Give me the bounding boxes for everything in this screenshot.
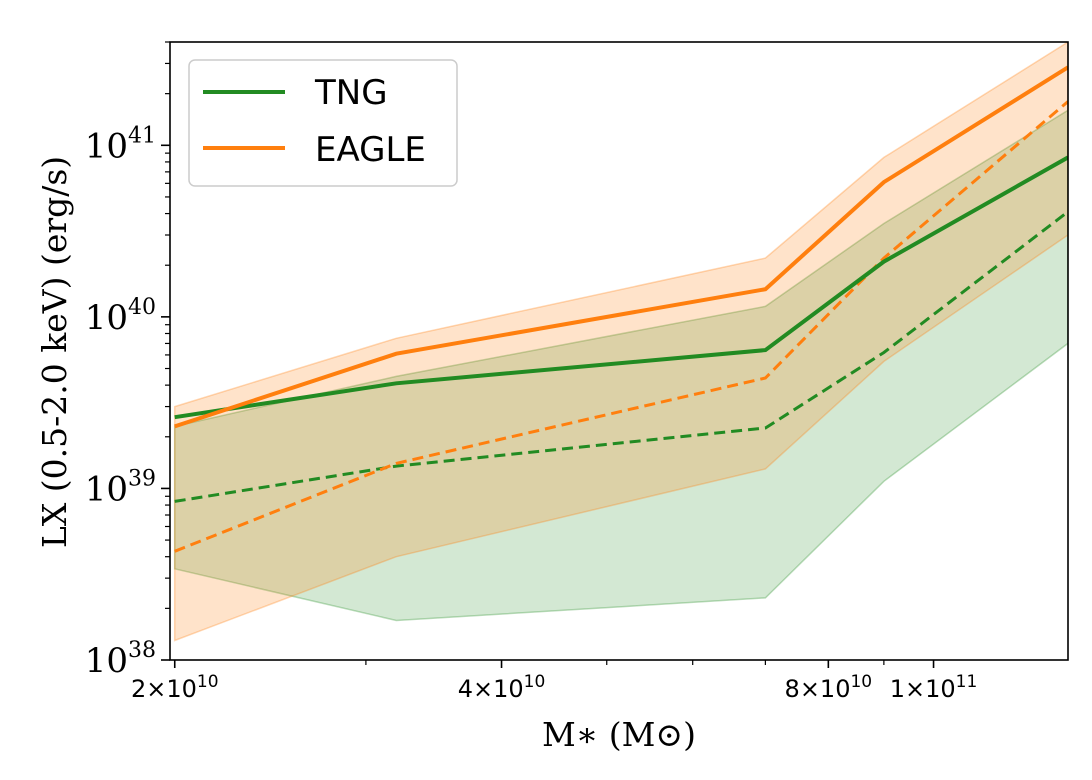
x-axis-label: M∗ (M⊙) [542, 715, 696, 754]
legend-label-eagle: EAGLE [315, 130, 426, 170]
y-tick-label: 1038 [85, 638, 156, 681]
solid-line-tng [174, 155, 1068, 420]
x-tick-label: 4×1010 [458, 672, 546, 703]
y-tick-label: 1039 [85, 466, 156, 509]
x-tick-label: 1×1011 [890, 672, 978, 703]
x-tick-label: 2×1010 [131, 672, 219, 703]
uncertainty-bands [173, 42, 1068, 642]
dashed-line-eagle [174, 100, 1068, 553]
legend-label-tng: TNG [314, 73, 388, 113]
band-tng [173, 109, 1068, 622]
solid-line-eagle [174, 65, 1068, 429]
plot-frame [169, 41, 1069, 661]
series-lines [174, 65, 1068, 553]
y-tick-label: 1041 [85, 123, 156, 166]
y-axis-label: LX (0.5-2.0 keV) (erg/s) [35, 156, 74, 548]
y-axis-ticks: 1038 1039 1040 1041 [85, 41, 170, 681]
band-eagle [173, 42, 1068, 642]
x-tick-label: 8×1010 [785, 672, 873, 703]
dashed-line-tng [174, 210, 1068, 503]
y-tick-label: 1040 [85, 295, 156, 338]
legend: TNG EAGLE [188, 59, 458, 187]
x-axis-ticks: 2×1010 4×1010 8×1010 1×1011 [131, 660, 977, 703]
